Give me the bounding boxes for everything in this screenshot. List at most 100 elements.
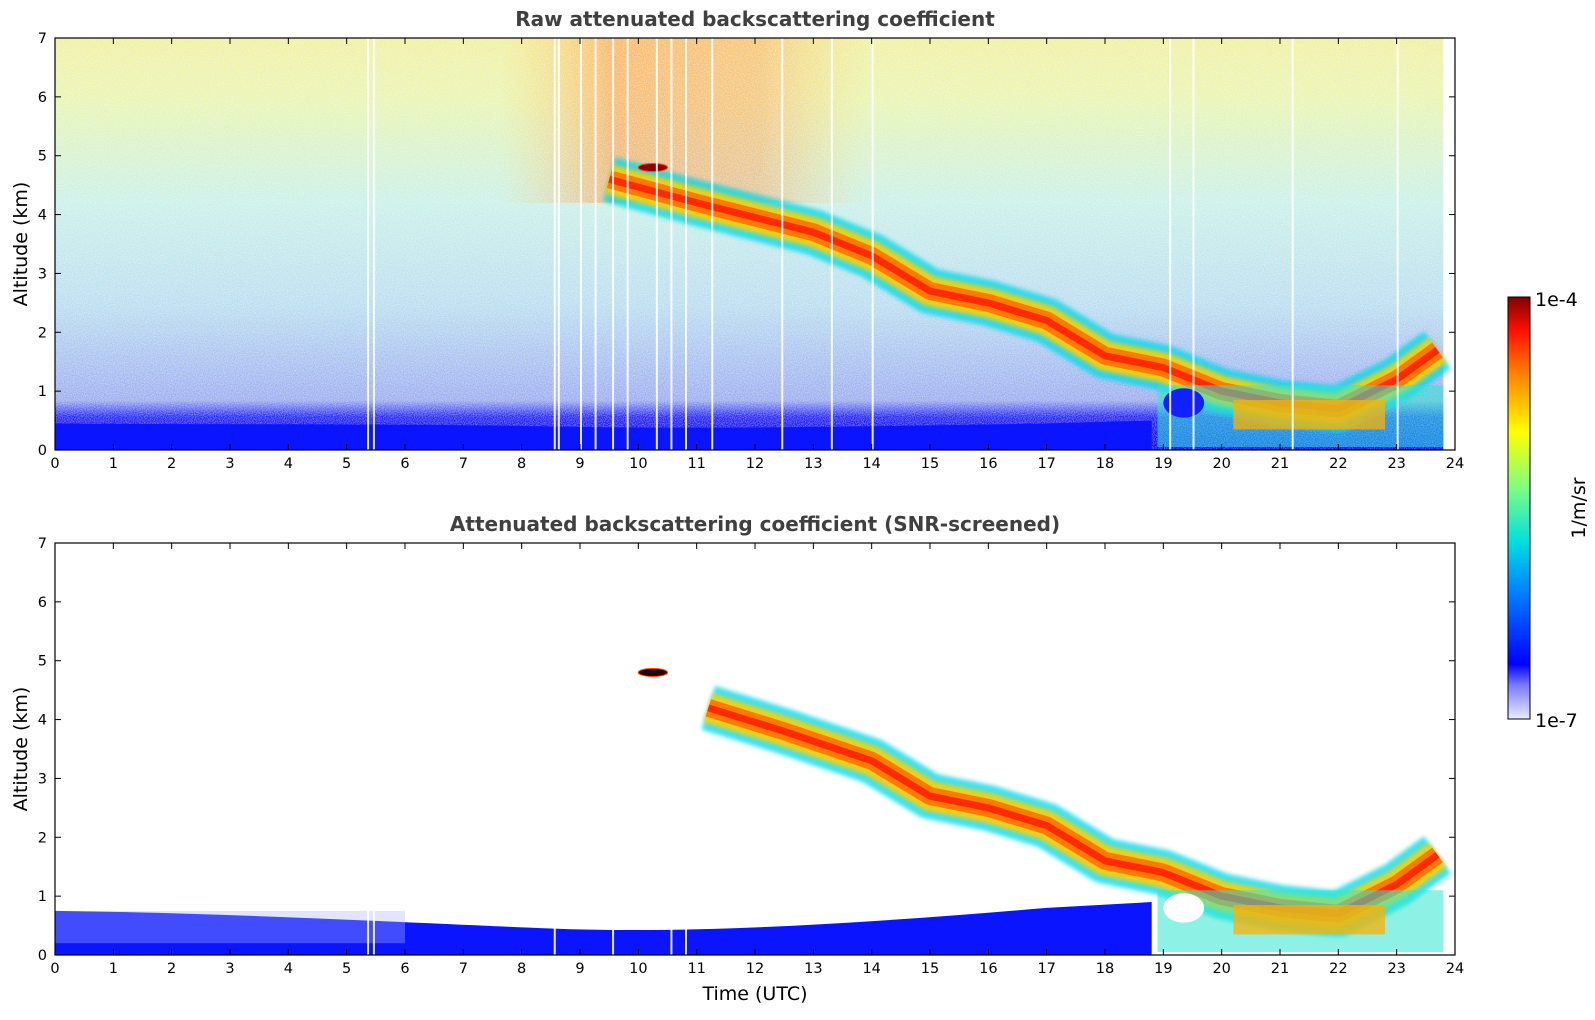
x-tick-label: 17 (1037, 456, 1055, 472)
y-tick-label: 0 (38, 948, 47, 964)
x-tick-label: 4 (284, 456, 293, 472)
x-tick-label: 11 (687, 961, 705, 977)
y-tick-label: 7 (38, 536, 47, 552)
y-tick-label: 5 (38, 149, 47, 165)
missing-data-stripe (372, 38, 375, 450)
y-axis-label: Altitude (km) (10, 182, 32, 307)
heatmap-area (55, 38, 1455, 450)
x-tick-label: 21 (1271, 456, 1289, 472)
x-tick-label: 17 (1037, 961, 1055, 977)
elevated-layer (637, 667, 669, 677)
y-tick-label: 0 (38, 443, 47, 459)
raw-backscatter-panel: Raw attenuated backscattering coefficien… (10, 7, 1464, 472)
missing-data-stripe (580, 38, 582, 450)
x-tick-label: 3 (225, 961, 234, 977)
x-tick-label: 22 (1329, 456, 1347, 472)
missing-data-stripe (594, 38, 597, 450)
x-tick-label: 12 (746, 456, 764, 472)
x-tick-label: 23 (1387, 961, 1405, 977)
missing-data-stripe (1169, 38, 1172, 450)
x-tick-label: 14 (862, 961, 880, 977)
y-tick-label: 3 (38, 771, 47, 787)
x-tick-label: 10 (629, 961, 647, 977)
x-tick-label: 1 (109, 456, 118, 472)
y-tick-label: 2 (38, 830, 47, 846)
low-cloud-core (1233, 904, 1385, 935)
x-tick-label: 24 (1446, 456, 1464, 472)
y-tick-label: 4 (38, 208, 47, 224)
colorbar-gradient (1507, 296, 1531, 720)
missing-data-stripe (372, 543, 375, 955)
no-data-strip (1443, 38, 1455, 450)
x-tick-label: 13 (804, 456, 822, 472)
boundary-layer (55, 902, 1152, 955)
x-tick-label: 14 (862, 456, 880, 472)
x-tick-label: 5 (342, 456, 351, 472)
x-tick-label: 24 (1446, 961, 1464, 977)
x-tick-label: 2 (167, 456, 176, 472)
y-tick-label: 2 (38, 325, 47, 341)
missing-data-stripe (367, 38, 370, 450)
missing-data-stripe (612, 38, 615, 450)
x-tick-label: 15 (921, 456, 939, 472)
y-tick-label: 7 (38, 31, 47, 47)
y-tick-label: 4 (38, 713, 47, 729)
boundary-layer-light (55, 910, 405, 944)
x-tick-label: 9 (575, 456, 584, 472)
y-axis-label: Altitude (km) (10, 687, 32, 812)
x-tick-label: 5 (342, 961, 351, 977)
x-tick-label: 21 (1271, 961, 1289, 977)
y-tick-label: 1 (38, 384, 47, 400)
missing-data-stripe (1291, 38, 1294, 450)
x-tick-label: 19 (1154, 961, 1172, 977)
snr-screened-panel: Attenuated backscattering coefficient (S… (10, 512, 1464, 1005)
missing-data-stripe (670, 543, 673, 955)
x-tick-label: 6 (400, 456, 409, 472)
missing-data-stripe (1396, 38, 1399, 450)
x-tick-label: 7 (459, 961, 468, 977)
y-tick-label: 3 (38, 266, 47, 282)
x-tick-label: 9 (575, 961, 584, 977)
y-tick-label: 6 (38, 90, 47, 106)
missing-data-stripe (626, 38, 629, 450)
x-tick-label: 3 (225, 456, 234, 472)
missing-data-stripe (655, 38, 658, 450)
low-cloud-core (1233, 399, 1385, 430)
missing-data-stripe (685, 543, 687, 955)
missing-data-stripe (871, 38, 874, 450)
x-tick-label: 8 (517, 961, 526, 977)
missing-data-stripe (553, 543, 556, 955)
x-tick-label: 6 (400, 961, 409, 977)
panel-title: Raw attenuated backscattering coefficien… (515, 7, 995, 31)
y-tick-label: 6 (38, 595, 47, 611)
x-tick-label: 15 (921, 961, 939, 977)
x-tick-label: 0 (50, 456, 59, 472)
x-tick-label: 2 (167, 961, 176, 977)
missing-data-stripe (685, 38, 687, 450)
panel-title: Attenuated backscattering coefficient (S… (450, 512, 1060, 536)
cloud-gap (1163, 893, 1205, 923)
x-tick-label: 4 (284, 961, 293, 977)
x-tick-label: 13 (804, 961, 822, 977)
missing-data-stripe (781, 38, 784, 450)
y-tick-label: 5 (38, 654, 47, 670)
missing-data-stripe (612, 543, 615, 955)
missing-data-stripe (557, 38, 560, 450)
x-tick-label: 8 (517, 456, 526, 472)
x-tick-label: 1 (109, 961, 118, 977)
x-tick-label: 20 (1212, 961, 1230, 977)
x-tick-label: 10 (629, 456, 647, 472)
colorbar-min-label: 1e-7 (1535, 710, 1578, 732)
colorbar-max-label: 1e-4 (1535, 289, 1578, 311)
x-tick-label: 7 (459, 456, 468, 472)
heatmap-area (55, 543, 1451, 955)
missing-data-stripe (670, 38, 673, 450)
elevated-layer (637, 162, 669, 172)
boundary-layer (55, 420, 1152, 450)
x-tick-label: 22 (1329, 961, 1347, 977)
missing-data-stripe (367, 543, 370, 955)
missing-data-stripe (1192, 38, 1195, 450)
x-tick-label: 16 (979, 961, 997, 977)
x-tick-label: 23 (1387, 456, 1405, 472)
